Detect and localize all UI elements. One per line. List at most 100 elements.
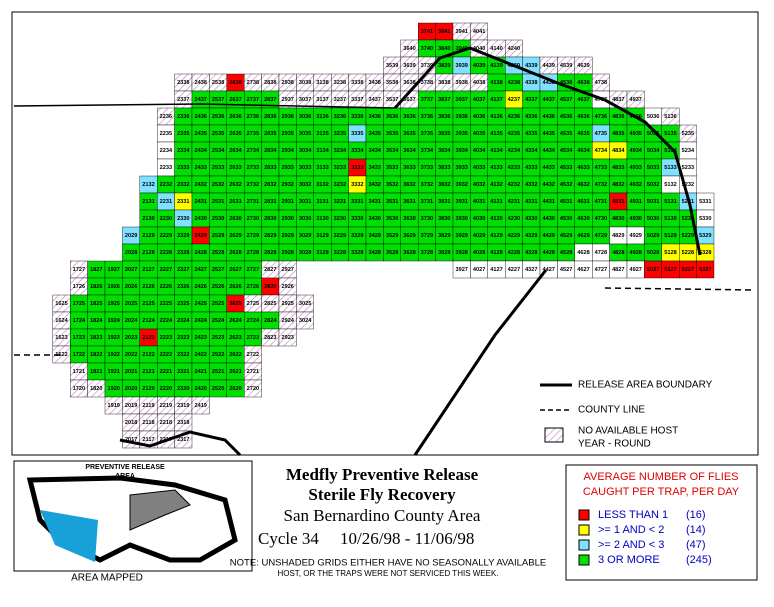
cell-column: 46 [577,250,583,256]
cell-column: 48 [612,199,618,205]
cell-row: 28 [288,250,294,256]
cell-row: 25 [270,301,276,307]
cell-label: 2326 [177,284,189,290]
cell-row: 28 [584,250,590,256]
cell-row: 27 [497,267,503,273]
cell-label: 4735 [595,131,607,137]
cell-row: 24 [62,318,69,324]
cell-row: 27 [270,267,276,273]
cell-column: 36 [403,97,409,103]
cell-row: 30 [636,216,642,222]
cell-column: 19 [107,403,113,409]
cell-row: 21 [253,369,259,375]
cell-row: 31 [340,199,346,205]
cell-column: 24 [194,369,201,375]
cell-row: 35 [410,131,416,137]
cell-column: 42 [508,199,514,205]
cell-label: 4332 [525,182,537,188]
cell-column: 47 [595,233,601,239]
cell-column: 49 [629,165,635,171]
cell-row: 31 [636,199,642,205]
cell-column: 42 [508,182,514,188]
cell-column: 39 [455,199,461,205]
cell-row: 25 [305,301,311,307]
cell-column: 44 [542,233,549,239]
cell-column: 28 [264,165,270,171]
cell-column: 33 [351,80,357,86]
cell-row: 28 [131,250,137,256]
cell-label: 3237 [334,97,346,103]
cell-row: 34 [392,148,399,154]
cell-column: 43 [525,199,531,205]
cell-label: 4039 [473,63,485,69]
cell-column: 47 [595,131,601,137]
cell-label: 4138 [490,80,502,86]
cell-column: 46 [577,216,583,222]
cell-row: 35 [166,131,172,137]
cell-label: 2317 [177,437,189,443]
cell-row: 38 [479,80,485,86]
cell-row: 34 [201,148,208,154]
cell-row: 36 [253,114,259,120]
cell-label: 4832 [612,182,624,188]
cell-label: 2933 [281,165,293,171]
cell-row: 29 [653,233,659,239]
cell-column: 40 [473,131,479,137]
cell-column: 40 [473,165,479,171]
cell-column: 29 [281,267,287,273]
cell-column: 35 [386,63,392,69]
cell-label: 3539 [386,63,398,69]
cell-column: 34 [368,199,375,205]
cell-row: 27 [166,267,172,273]
cell-column: 37 [421,216,427,222]
cell-label: 3333 [351,165,363,171]
cell-row: 33 [270,165,276,171]
cell-column: 37 [421,250,427,256]
cell-row: 28 [183,250,189,256]
cell-row: 32 [653,182,659,188]
cell-column: 24 [194,284,201,290]
cell-row: 37 [357,97,363,103]
cell-column: 46 [577,131,583,137]
cell-label: 4028 [473,250,485,256]
cell-column: 21 [142,182,148,188]
cell-label: 3934 [455,148,468,154]
cell-row: 31 [218,199,224,205]
cell-row: 30 [357,216,363,222]
cell-label: 2930 [281,216,293,222]
cell-column: 38 [438,216,444,222]
cell-label: 2430 [194,216,206,222]
cell-column: 23 [177,284,183,290]
cell-label: 3435 [368,131,380,137]
cell-row: 32 [340,182,346,188]
cell-label: 3438 [368,80,380,86]
cell-column: 22 [160,250,166,256]
cell-column: 36 [403,80,409,86]
cell-label: 2335 [177,131,189,137]
cell-row: 19 [114,403,120,409]
cell-row: 33 [584,165,590,171]
cell-column: 22 [160,114,166,120]
cell-label: 2630 [229,216,241,222]
cell-row: 31 [653,199,659,205]
cell-label: 3335 [351,131,363,137]
cell-row: 29 [462,233,468,239]
cell-row: 27 [114,267,120,273]
cell-label: 4632 [577,182,589,188]
cell-column: 31 [316,148,322,154]
cell-column: 46 [577,233,583,239]
cell-column: 32 [334,250,340,256]
cell-row: 35 [444,131,450,137]
cell-row: 32 [479,182,485,188]
cell-column: 36 [403,148,409,154]
cell-row: 17 [131,437,137,443]
cell-label: 3028 [299,250,311,256]
cell-label: 2520 [212,386,224,392]
cell-label: 4131 [490,199,502,205]
cell-column: 25 [212,233,218,239]
cell-label: 3836 [438,114,450,120]
cell-label: 5028 [647,250,659,256]
cell-row: 29 [549,233,555,239]
cell-row: 30 [479,216,485,222]
cell-row: 22 [253,352,259,358]
